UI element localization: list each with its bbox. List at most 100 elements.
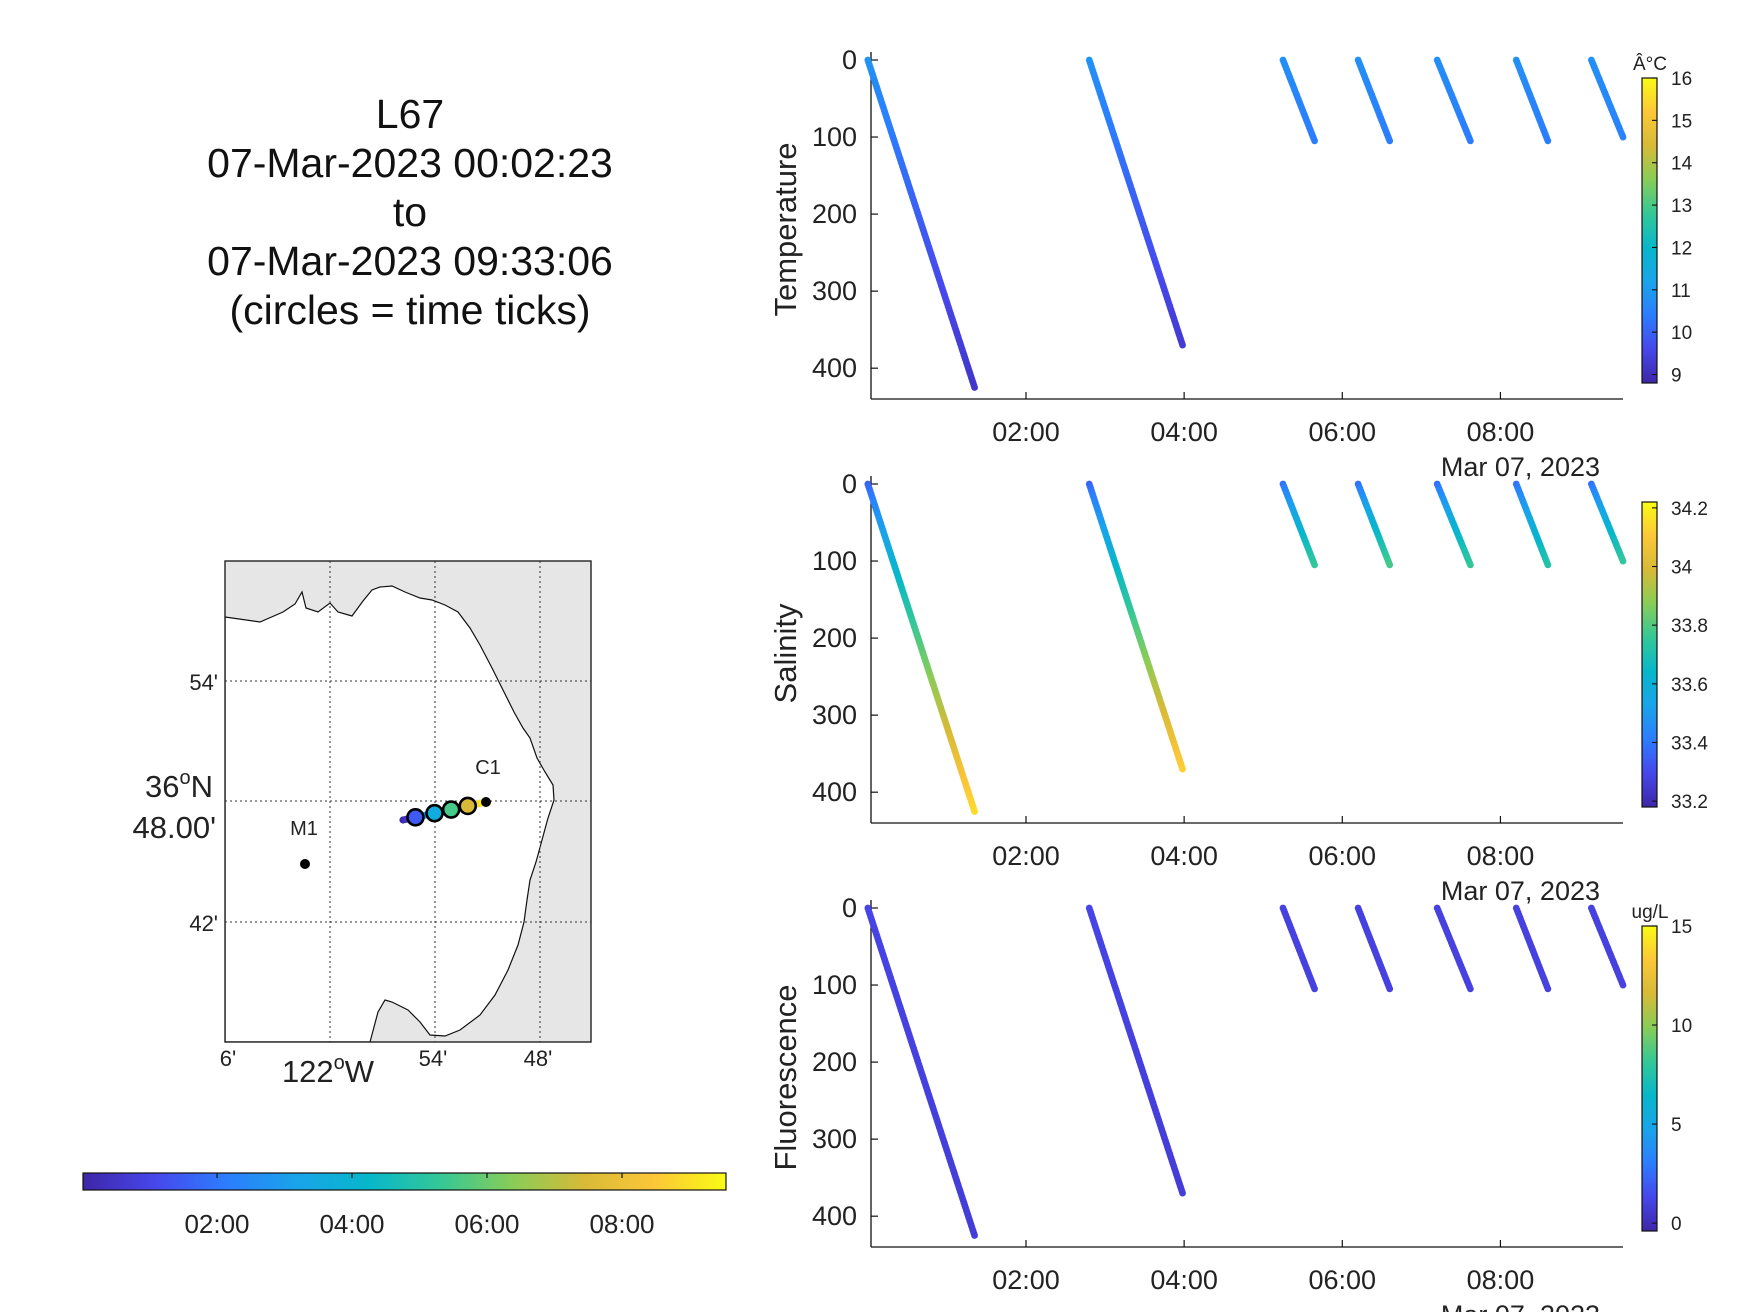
- title-line-4: 07-Mar-2023 09:33:06: [207, 238, 613, 284]
- profile-point: [1544, 137, 1552, 145]
- time-tick-circle: [425, 803, 444, 823]
- y-tick-label: 200: [812, 199, 857, 229]
- profile-1: [864, 56, 978, 391]
- colorbar-tick-label: 0: [1671, 1214, 1682, 1235]
- figure-title: L67 07-Mar-2023 00:02:23 to 07-Mar-2023 …: [190, 90, 630, 335]
- map-lat-tick-54: 54': [189, 670, 218, 695]
- x-tick-label: 08:00: [1467, 1265, 1535, 1295]
- colorbar-unit: ug/L: [1632, 902, 1669, 923]
- colorbar-tick-label: 33.8: [1671, 616, 1708, 637]
- y-tick-label: 400: [812, 1201, 857, 1231]
- colorbar-temperature: [1641, 77, 1658, 384]
- profile-3: [1279, 56, 1319, 145]
- colorbar-unit: Â°C: [1633, 53, 1667, 75]
- profile-point: [971, 1232, 978, 1239]
- profile-2: [1085, 480, 1186, 773]
- profile-point: [1311, 985, 1319, 993]
- title-line-2: 07-Mar-2023 00:02:23: [207, 140, 613, 186]
- time-colorbar-fill: [82, 1172, 727, 1191]
- y-tick-label: 100: [812, 546, 857, 576]
- y-tick-label: 0: [842, 893, 857, 923]
- y-axis-label: Temperature: [768, 142, 803, 316]
- map-lon-center-label: 122oW: [282, 1052, 375, 1089]
- profile-point: [1386, 137, 1394, 145]
- time-tick-circle: [406, 807, 425, 827]
- x-tick-label: 02:00: [992, 841, 1060, 871]
- profile-point: [1466, 985, 1474, 993]
- title-line-5: (circles = time ticks): [229, 287, 591, 333]
- y-tick-label: 200: [812, 1047, 857, 1077]
- y-tick-label: 0: [842, 45, 857, 75]
- x-tick-label: 06:00: [1308, 1265, 1376, 1295]
- map-ocean: [225, 585, 555, 1042]
- profile-7: [1587, 904, 1627, 989]
- colorbar-tick-label: 15: [1671, 917, 1692, 938]
- profile-point: [1179, 765, 1186, 773]
- colorbar-fluorescence: [1641, 925, 1658, 1232]
- colorbar-tick-label: 10: [1671, 323, 1692, 344]
- profile-6: [1512, 904, 1552, 993]
- colorbar-tick-label: 33.6: [1671, 675, 1708, 696]
- colorbar-tick-label: 14: [1671, 154, 1693, 175]
- time-cbar-tick-0200: 02:00: [184, 1209, 249, 1239]
- time-cbar-tick-0600: 06:00: [454, 1209, 519, 1239]
- profile-3: [1279, 904, 1319, 993]
- profile-1: [864, 904, 978, 1239]
- date-label: Mar 07, 2023: [1441, 1300, 1600, 1312]
- profile-point: [1619, 133, 1627, 141]
- colorbar-tick-label: 33.4: [1671, 733, 1708, 754]
- station-m1-marker: [300, 859, 310, 869]
- profile-6: [1512, 56, 1552, 145]
- panel-temperature: 0 100 200 300 400 02:00 04:00 06:00 08:00 Mar 07,…: [768, 45, 1693, 482]
- colorbar-tick-label: 11: [1671, 281, 1691, 302]
- profile-point: [1386, 985, 1394, 993]
- profile-2: [1085, 904, 1186, 1197]
- y-tick-label: 300: [812, 700, 857, 730]
- profile-point: [1619, 557, 1627, 565]
- map-graticule: [225, 561, 591, 1042]
- y-axis-label: Fluorescence: [768, 984, 803, 1170]
- x-tick-label: 08:00: [1467, 841, 1535, 871]
- profile-point: [1544, 561, 1552, 569]
- profile-point: [1619, 981, 1627, 989]
- station-c1-marker: [481, 797, 491, 807]
- profile-point: [1311, 561, 1319, 569]
- profile-point: [1466, 137, 1474, 145]
- profile-4: [1354, 56, 1394, 145]
- colorbar-tick-label: 5: [1671, 1115, 1682, 1136]
- colorbar-tick-label: 16: [1671, 69, 1692, 90]
- profile-2: [1085, 56, 1186, 349]
- station-m1-label: M1: [290, 818, 318, 840]
- x-tick-label: 06:00: [1308, 841, 1376, 871]
- map-lat-tick-42: 42': [189, 911, 218, 936]
- colorbar-tick-label: 12: [1671, 238, 1692, 259]
- y-tick-label: 300: [812, 276, 857, 306]
- colorbar-tick-label: 10: [1671, 1016, 1692, 1037]
- colorbar-tick-label: 15: [1671, 111, 1692, 132]
- map-lon-tick-48: 48': [524, 1046, 553, 1071]
- profile-5: [1433, 56, 1474, 145]
- y-tick-label: 400: [812, 777, 857, 807]
- date-label: Mar 07, 2023: [1441, 876, 1600, 906]
- profile-point: [971, 384, 978, 391]
- time-cbar-tick-0800: 08:00: [589, 1209, 654, 1239]
- map-lat-center-sub: 48.00': [133, 810, 217, 845]
- colorbar-tick-label: 9: [1671, 366, 1682, 387]
- y-tick-label: 100: [812, 970, 857, 1000]
- profile-7: [1587, 56, 1627, 141]
- time-cbar-tick-0400: 04:00: [319, 1209, 384, 1239]
- colorbar-tick-label: 33.2: [1671, 792, 1708, 813]
- profile-7: [1587, 480, 1627, 565]
- profile-point: [1311, 137, 1319, 145]
- colorbar-tick-label: 34: [1671, 558, 1693, 579]
- y-tick-label: 100: [812, 122, 857, 152]
- profile-point: [1544, 985, 1552, 993]
- colorbar-tick-label: 13: [1671, 196, 1692, 217]
- colorbar-salinity: [1641, 501, 1658, 808]
- y-tick-label: 200: [812, 623, 857, 653]
- date-label: Mar 07, 2023: [1441, 452, 1600, 482]
- map-lat-center-label: 36oN: [145, 767, 213, 804]
